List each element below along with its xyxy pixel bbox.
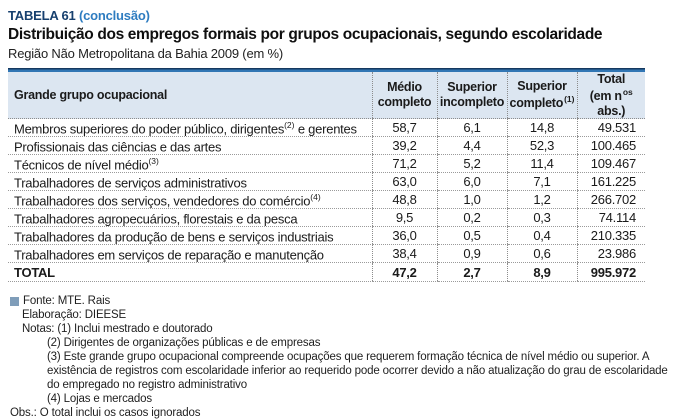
table-row: Trabalhadores da produção de bens e serv…: [8, 226, 645, 246]
table-row: Trabalhadores de serviços administrativo…: [8, 172, 645, 192]
cell-superior-completo: 8,9: [506, 262, 577, 283]
table-row: Profissionais das ciências e das artes 3…: [8, 136, 645, 156]
obs-text: Obs.: O total inclui os casos ignorados: [10, 407, 201, 420]
cell-superior-completo: 0,3: [506, 208, 577, 228]
table-row: Técnicos de nível médio(3) 71,2 5,2 11,4…: [8, 154, 645, 174]
cell-medio-completo: 63,0: [371, 172, 437, 192]
cell-medio-completo: 36,0: [371, 226, 437, 246]
col-header-grupo-ocupacional: Grande grupo ocupacional: [8, 72, 372, 120]
row-label: Trabalhadores agropecuários, florestais …: [8, 208, 372, 228]
col-header-medio-completo: Médio completo: [371, 72, 437, 120]
cell-medio-completo: 58,7: [371, 118, 437, 138]
cell-superior-incompleto: 0,5: [436, 226, 507, 246]
footnote-marker-1: (1): [564, 94, 575, 105]
table-row: Membros superiores do poder público, dir…: [8, 118, 645, 138]
note-2: (2) Dirigentes de organizações públicas …: [47, 337, 321, 350]
cell-superior-incompleto: 5,2: [436, 154, 507, 174]
table-header-row: Grande grupo ocupacional Médio completo S…: [8, 72, 645, 120]
data-table: Grande grupo ocupacional Médio completo S…: [8, 72, 645, 283]
cell-medio-completo: 38,4: [371, 244, 437, 264]
table-total-row: TOTAL 47,2 2,7 8,9 995.972: [8, 262, 645, 283]
table-number-label: TABELA 61 (conclusão): [8, 8, 700, 23]
cell-superior-completo: 1,2: [506, 190, 577, 210]
cell-total: 109.467: [576, 154, 645, 174]
cell-total: 161.225: [576, 172, 645, 192]
col-header-superior-incompleto: Superior incompleto: [436, 72, 507, 120]
cell-total: 266.702: [576, 190, 645, 210]
table-row: Trabalhadores agropecuários, florestais …: [8, 208, 645, 228]
cell-total: 995.972: [576, 262, 645, 283]
source-line: Fonte: MTE. Rais: [10, 294, 700, 308]
cell-medio-completo: 48,8: [371, 190, 437, 210]
row-label: Trabalhadores dos serviços, vendedores d…: [8, 190, 372, 210]
cell-superior-completo: 11,4: [506, 154, 577, 174]
note-4: (4) Lojas e mercados: [47, 393, 153, 406]
row-label: Trabalhadores de serviços administrativo…: [8, 172, 372, 192]
data-table-wrapper: Grande grupo ocupacional Médio completo S…: [8, 68, 645, 283]
cell-medio-completo: 47,2: [371, 262, 437, 283]
row-label: Membros superiores do poder público, dir…: [8, 118, 372, 138]
table-row: Trabalhadores dos serviços, vendedores d…: [8, 190, 645, 210]
note-1: Notas: (1) Inclui mestrado e doutorado: [22, 323, 213, 336]
col-header-superior-completo: Superior completo(1): [506, 72, 577, 120]
cell-superior-incompleto: 1,0: [436, 190, 507, 210]
cell-medio-completo: 71,2: [371, 154, 437, 174]
cell-superior-completo: 14,8: [506, 118, 577, 138]
table-number: TABELA 61: [8, 8, 76, 23]
elaboration-text: Elaboração: DIEESE: [22, 309, 127, 322]
cell-total: 49.531: [576, 118, 645, 138]
page-title: Distribuição dos empregos formais por gr…: [8, 26, 603, 43]
cell-superior-completo: 0,4: [506, 226, 577, 246]
page-subtitle: Região Não Metropolitana da Bahia 2009 (…: [8, 46, 284, 61]
cell-medio-completo: 9,5: [371, 208, 437, 228]
table-row: Trabalhadores em serviços de reparação e…: [8, 244, 645, 264]
table-top-rule: [8, 68, 645, 72]
row-label: Trabalhadores da produção de bens e serv…: [8, 226, 372, 246]
footnote-marker-2: (2): [284, 119, 295, 130]
row-label-total: TOTAL: [8, 262, 372, 283]
cell-total: 74.114: [576, 208, 645, 228]
row-label: Profissionais das ciências e das artes: [8, 136, 372, 156]
cell-total: 210.335: [576, 226, 645, 246]
row-label: Trabalhadores em serviços de reparação e…: [8, 244, 372, 264]
ordinal-superscript: os: [622, 86, 633, 97]
table-number-note: (conclusão): [78, 8, 150, 23]
table-footnotes: Fonte: MTE. Rais Elaboração: DIEESE Nota…: [8, 294, 700, 420]
cell-superior-incompleto: 6,0: [436, 172, 507, 192]
cell-superior-incompleto: 6,1: [436, 118, 507, 138]
source-text: Fonte: MTE. Rais: [23, 295, 111, 308]
cell-medio-completo: 39,2: [371, 136, 437, 156]
note-3: (3) Este grande grupo ocupacional compre…: [47, 351, 668, 392]
cell-superior-incompleto: 4,4: [436, 136, 507, 156]
cell-total: 100.465: [576, 136, 645, 156]
cell-total: 23.986: [576, 244, 645, 264]
cell-superior-incompleto: 0,2: [436, 208, 507, 228]
cell-superior-incompleto: 2,7: [436, 262, 507, 283]
cell-superior-incompleto: 0,9: [436, 244, 507, 264]
cell-superior-completo: 52,3: [506, 136, 577, 156]
source-bullet-icon: [10, 296, 19, 306]
cell-superior-completo: 0,6: [506, 244, 577, 264]
cell-superior-completo: 7,1: [506, 172, 577, 192]
col-header-total: Total (em nos abs.): [576, 72, 645, 120]
footnote-marker-4: (4): [310, 191, 321, 202]
row-label: Técnicos de nível médio(3): [8, 154, 372, 174]
footnote-marker-3: (3): [148, 155, 159, 166]
